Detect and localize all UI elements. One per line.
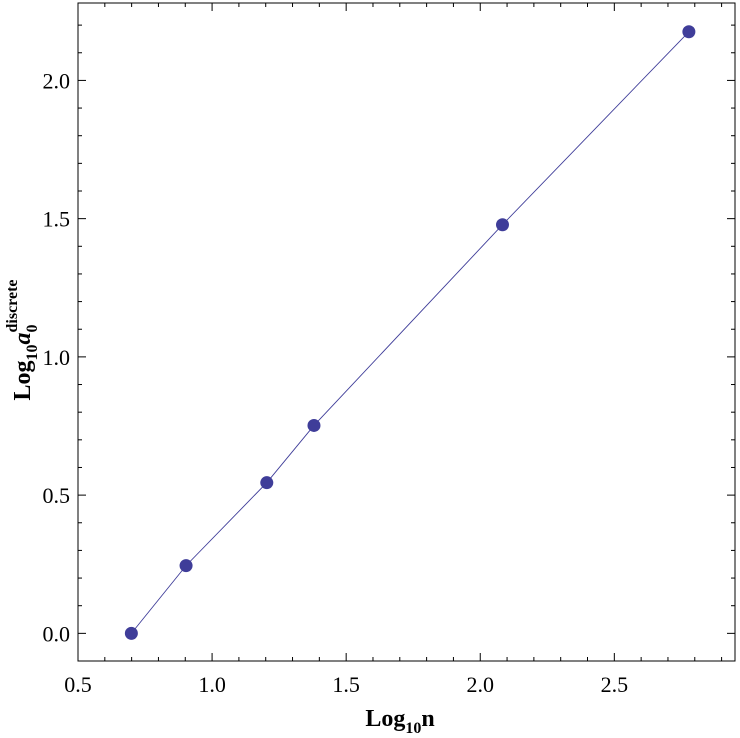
series-line <box>131 31 690 634</box>
axis-tick-labels: 0.5 1.0 1.5 2.0 2.5 0.0 0.5 1.0 1.5 2.0 <box>43 68 629 697</box>
y-axis-title-sub: 10 <box>24 345 41 361</box>
y-tick-label: 1.0 <box>43 345 71 370</box>
x-tick-label: 0.5 <box>64 672 92 697</box>
y-axis-title-var-sup: discrete <box>4 279 21 332</box>
data-point <box>260 476 274 490</box>
data-point <box>179 559 193 573</box>
y-tick-label: 2.0 <box>43 68 71 93</box>
x-axis-title-var: n <box>421 706 434 732</box>
y-axis-title: Log10a0discrete <box>4 279 41 400</box>
data-point <box>496 218 510 232</box>
y-tick-label: 0.5 <box>43 483 71 508</box>
y-axis-title-var-sub: 0 <box>24 325 41 333</box>
data-series <box>124 25 696 640</box>
y-tick-label: 1.5 <box>43 207 71 232</box>
x-axis-title-base: Log <box>365 706 405 732</box>
x-axis-title: Log10n <box>365 706 434 737</box>
data-point <box>124 626 138 640</box>
x-tick-label: 1.5 <box>332 672 360 697</box>
axis-ticks <box>77 3 735 662</box>
x-axis-title-sub: 10 <box>405 720 421 737</box>
y-tick-label: 0.0 <box>43 621 71 646</box>
x-tick-label: 2.5 <box>601 672 629 697</box>
plot-frame <box>77 2 736 662</box>
data-point <box>682 25 696 39</box>
data-point <box>307 418 321 432</box>
y-axis-title-base: Log <box>10 361 36 401</box>
x-tick-label: 2.0 <box>466 672 494 697</box>
x-tick-label: 1.0 <box>198 672 226 697</box>
y-axis-title-var: a <box>10 333 36 345</box>
